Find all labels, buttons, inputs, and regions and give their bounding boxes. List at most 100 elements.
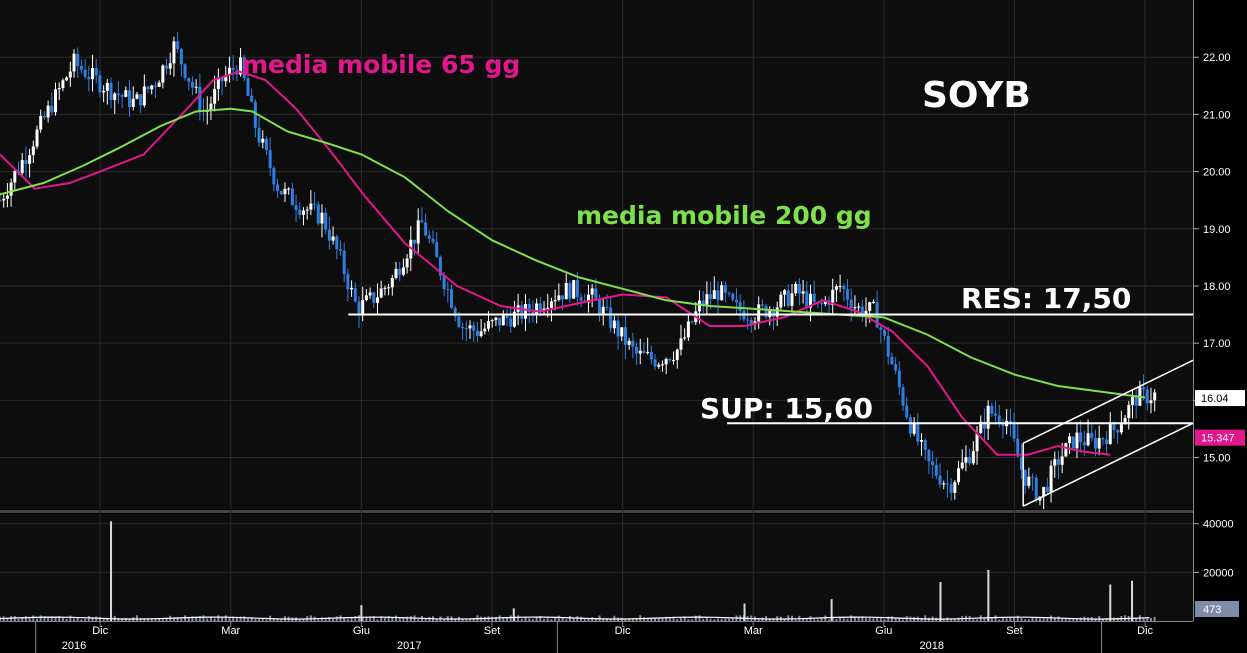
candle-body [257, 127, 261, 143]
candle-body [61, 80, 65, 89]
volume-bar [583, 618, 586, 621]
candle-body [627, 340, 631, 345]
volume-bar [857, 617, 860, 621]
price-tick-label: 22.00 [1203, 52, 1231, 64]
grid-lines [0, 0, 1193, 621]
volume-bar [602, 618, 605, 621]
candle-body [31, 146, 35, 156]
volume-bar [206, 618, 209, 621]
candle-body [187, 77, 191, 82]
candle-body [342, 250, 346, 275]
candle-body [324, 212, 328, 230]
volume-bar [853, 616, 856, 621]
month-tick-label: Giu [875, 625, 892, 637]
candle-body [287, 188, 291, 190]
volume-bar [398, 618, 401, 621]
volume-bar [332, 618, 335, 621]
volume-bar [924, 615, 927, 621]
candle-body [168, 63, 172, 69]
volume-bar [694, 615, 697, 621]
volume-bar [1042, 618, 1045, 621]
volume-spike [512, 608, 515, 621]
candle-body [553, 300, 557, 302]
candle-body [771, 310, 775, 317]
candle-body [1053, 459, 1057, 466]
volume-bar [246, 617, 249, 621]
volume-bar [757, 619, 760, 621]
candle-body [890, 356, 894, 365]
volume-bar [187, 616, 190, 621]
last-price-text: 16.04 [1201, 393, 1229, 405]
volume-bar [635, 619, 638, 621]
volume-bar [69, 615, 72, 621]
volume-spike [1131, 580, 1134, 621]
volume-bar [494, 617, 497, 621]
volume-bar [772, 619, 775, 621]
candle-body [279, 190, 283, 195]
candle-body [1097, 438, 1101, 449]
volume-bar [876, 617, 879, 621]
candle-body [94, 68, 98, 76]
volume-bar [842, 618, 845, 621]
volume-bar [805, 618, 808, 621]
volume-bar [898, 618, 901, 621]
volume-bar [143, 619, 146, 621]
candle-body [1019, 456, 1023, 470]
volume-bar [61, 617, 64, 621]
candle-body [50, 105, 54, 113]
candle-body [209, 103, 213, 111]
candle-body [327, 229, 331, 241]
volume-bar [302, 618, 305, 621]
candle-body [142, 86, 146, 106]
candle-body [450, 289, 454, 308]
candle-body [472, 325, 476, 331]
volume-bar [990, 617, 993, 621]
candle-body [975, 433, 979, 452]
volume-bar [43, 616, 46, 621]
volume-bar [328, 617, 331, 621]
volume-bar [794, 619, 797, 621]
candle-body [727, 292, 731, 294]
volume-bar [565, 619, 568, 621]
volume-bar [6, 619, 9, 621]
volume-bar [317, 619, 320, 621]
volume-bar [831, 616, 834, 621]
candle-body [387, 287, 391, 289]
volume-bar [254, 619, 257, 621]
candle-body [564, 283, 568, 300]
candle-body [1142, 387, 1146, 390]
candle-body [601, 306, 605, 315]
year-tick-label: 2018 [920, 640, 944, 652]
candle-body [912, 423, 916, 434]
candle-body [1093, 438, 1097, 449]
ma65-label: media mobile 65 gg [242, 50, 520, 79]
volume-bar [850, 615, 853, 621]
volume-bar [343, 617, 346, 621]
volume-bar [872, 618, 875, 621]
volume-bar [613, 615, 616, 621]
candle-body [942, 483, 946, 485]
candle-body [886, 335, 890, 357]
price-tags: 16.04 15.347 473 [1195, 390, 1245, 617]
volume-bar [716, 618, 719, 621]
volume-bar [846, 618, 849, 621]
volume-bar [309, 615, 312, 621]
candle-body [616, 320, 620, 337]
candle-body [331, 236, 335, 241]
volume-bar [1072, 618, 1075, 621]
candle-body [364, 295, 368, 301]
candle-body [1075, 432, 1079, 449]
candle-body [401, 267, 405, 275]
volume-bar [424, 617, 427, 621]
volume-bar [550, 619, 553, 621]
candle-body [20, 160, 24, 174]
candle-body [139, 94, 143, 106]
candle-body [190, 81, 194, 88]
moving-averages [0, 70, 1146, 456]
volume-bar [976, 619, 979, 621]
volume-bar [491, 616, 494, 621]
candle-body [468, 325, 472, 329]
volume-bar [953, 619, 956, 621]
candle-body [1105, 439, 1109, 445]
ma65-value-tag [1195, 429, 1245, 446]
